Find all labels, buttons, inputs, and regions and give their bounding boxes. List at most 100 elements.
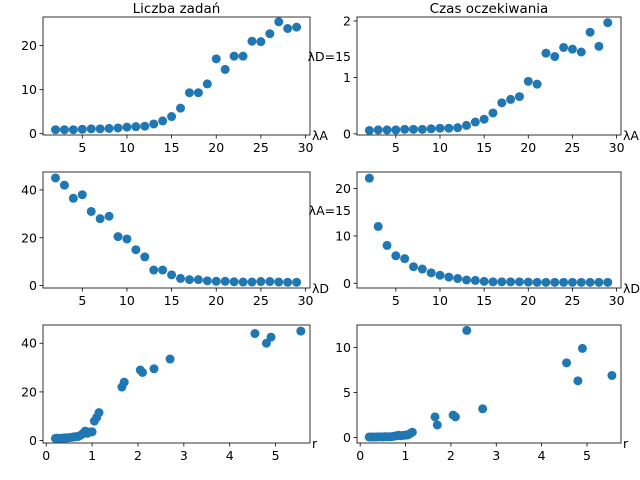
- data-point: [184, 88, 194, 98]
- data-point: [167, 112, 177, 122]
- data-point: [478, 404, 488, 414]
- subplot-4: 5 10 15 20 25 30 0 10 20 λD λA=15: [309, 171, 640, 308]
- data-point: [59, 180, 69, 190]
- data-point: [86, 206, 96, 216]
- x-axis-label: λA: [623, 128, 639, 143]
- y-tick-label: 10: [335, 340, 351, 355]
- data-point: [119, 377, 129, 387]
- y-tick-label: 20: [21, 230, 37, 245]
- data-point: [577, 343, 587, 353]
- data-point: [373, 125, 383, 135]
- data-point: [567, 277, 577, 287]
- data-point: [59, 125, 69, 135]
- data-point: [256, 277, 266, 287]
- x-tick-label: 0: [356, 448, 364, 463]
- data-point: [364, 173, 374, 183]
- y-tick-label: 40: [21, 182, 37, 197]
- data-point: [256, 37, 266, 47]
- data-point: [453, 123, 463, 133]
- data-point: [470, 117, 480, 127]
- y-tick-label: 20: [21, 38, 37, 53]
- data-point: [514, 277, 524, 287]
- data-point: [77, 124, 87, 134]
- data-point: [514, 92, 524, 102]
- axes-frame: [42, 171, 311, 289]
- data-point: [77, 190, 87, 200]
- x-tick-label: 10: [432, 140, 448, 155]
- y-tick-label: 0: [29, 433, 37, 448]
- data-point: [506, 277, 516, 287]
- data-point: [68, 125, 78, 135]
- x-tick-label: 3: [180, 448, 188, 463]
- data-point: [417, 264, 427, 274]
- data-point: [453, 274, 463, 284]
- data-point: [265, 29, 275, 39]
- data-point: [426, 268, 436, 278]
- data-point: [94, 408, 104, 418]
- parameter-annotation: λD=15: [308, 49, 351, 64]
- data-point: [149, 119, 159, 129]
- x-tick-label: 1: [402, 448, 410, 463]
- data-point: [292, 22, 302, 32]
- x-tick-label: 1: [88, 448, 96, 463]
- data-point: [594, 277, 604, 287]
- x-tick-label: 10: [119, 140, 135, 155]
- data-point: [461, 120, 471, 130]
- data-point: [603, 18, 613, 28]
- data-point: [250, 329, 260, 339]
- data-point: [95, 124, 105, 134]
- data-point: [444, 272, 454, 282]
- data-point: [432, 420, 442, 430]
- parameter-annotation: λA=15: [309, 203, 351, 218]
- x-tick-label: 5: [392, 293, 400, 308]
- y-tick-label: 0: [343, 276, 351, 291]
- data-point: [450, 412, 460, 422]
- data-point: [104, 123, 114, 133]
- data-point: [407, 427, 417, 437]
- data-point: [585, 277, 595, 287]
- x-tick-label: 25: [253, 140, 269, 155]
- data-point: [211, 276, 221, 286]
- data-point: [391, 125, 401, 135]
- data-point: [409, 262, 419, 272]
- data-point: [184, 275, 194, 285]
- data-point: [430, 412, 440, 422]
- data-point: [576, 277, 586, 287]
- x-tick-label: 20: [520, 140, 536, 155]
- subplot-title: Liczba zadań: [133, 1, 221, 17]
- x-tick-label: 30: [609, 293, 625, 308]
- axes-frame: [356, 16, 622, 136]
- y-tick-label: 10: [21, 82, 37, 97]
- data-point: [238, 277, 248, 287]
- data-point: [51, 173, 61, 183]
- y-tick-label: 1: [343, 70, 351, 85]
- data-point: [470, 275, 480, 285]
- data-point: [122, 234, 132, 244]
- data-point: [274, 277, 284, 287]
- axes-frame: [356, 171, 622, 289]
- x-tick-label: 3: [492, 448, 500, 463]
- data-point: [238, 51, 248, 61]
- data-point: [274, 17, 284, 27]
- data-point: [229, 51, 239, 61]
- data-point: [266, 332, 276, 342]
- x-tick-label: 5: [392, 140, 400, 155]
- data-point: [211, 54, 221, 64]
- data-point: [585, 27, 595, 37]
- data-point: [95, 214, 105, 224]
- x-axis-label: r: [312, 436, 318, 451]
- x-tick-label: 0: [42, 448, 50, 463]
- data-point: [400, 124, 410, 134]
- data-point: [603, 277, 613, 287]
- data-point: [229, 277, 239, 287]
- x-tick-label: 20: [208, 293, 224, 308]
- subplot-3: 5 10 15 20 25 30 0 20 40 λD: [21, 171, 329, 308]
- y-tick-label: 20: [21, 384, 37, 399]
- data-point: [488, 277, 498, 287]
- data-point: [573, 376, 583, 386]
- data-point: [176, 103, 186, 113]
- x-axis-label: λA: [312, 128, 328, 143]
- x-axis-label: λD: [623, 281, 640, 296]
- x-tick-label: 5: [272, 448, 280, 463]
